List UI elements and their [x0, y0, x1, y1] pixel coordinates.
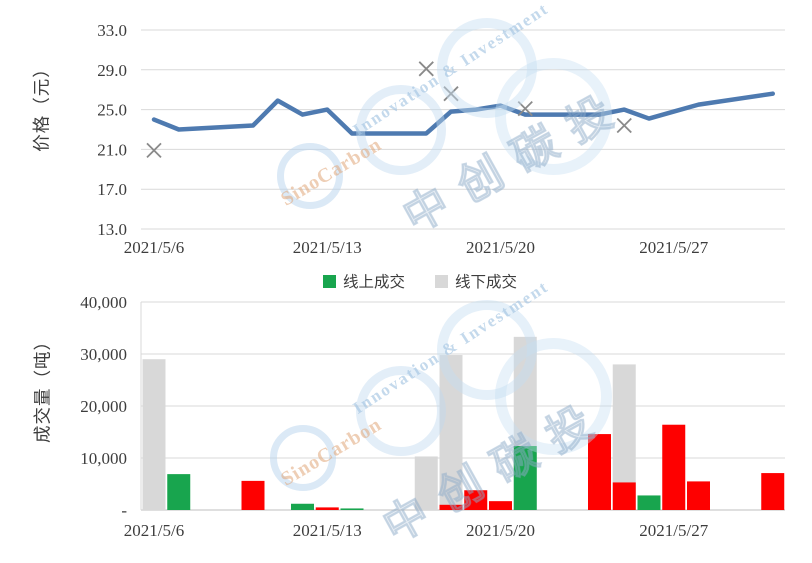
volume-bar — [761, 473, 785, 510]
price-axis-title: 价格（元） — [31, 59, 52, 152]
x-tick-label: 2021/5/13 — [293, 521, 362, 540]
legend-item-online: 线上成交 — [322, 270, 405, 292]
y-tick-label: 21.0 — [97, 140, 127, 159]
x-tick-label: 2021/5/20 — [466, 521, 535, 540]
y-tick-label: 17.0 — [97, 180, 127, 199]
price-x-marker — [418, 61, 434, 77]
volume-bar — [687, 481, 710, 510]
volume-bar — [513, 446, 537, 510]
x-tick-label: 2021/5/13 — [293, 238, 362, 257]
y-tick-label: 20,000 — [80, 397, 127, 416]
volume-bar — [291, 503, 314, 510]
volume-bar — [142, 359, 166, 510]
y-tick-label: 13.0 — [97, 220, 127, 239]
volume-bar — [588, 434, 611, 510]
y-tick-label: 25.0 — [97, 101, 127, 120]
volume-bar — [612, 364, 636, 510]
volume-bar — [315, 507, 339, 510]
legend-label-online: 线上成交 — [342, 274, 405, 291]
volume-bar — [612, 482, 636, 510]
y-tick-label: 33.0 — [97, 21, 127, 40]
x-tick-label: 2021/5/27 — [639, 521, 708, 540]
price-line — [151, 91, 775, 136]
volume-bar — [241, 480, 265, 510]
price-x-marker — [616, 117, 632, 134]
y-tick-label: 40,000 — [80, 293, 127, 312]
volume-bar — [489, 501, 512, 510]
y-tick-label: 29.0 — [97, 61, 127, 80]
y-tick-label: - — [121, 501, 127, 520]
x-tick-label: 2021/5/6 — [124, 521, 184, 540]
legend-swatch-offline — [435, 274, 448, 288]
legend-swatch-online — [322, 274, 336, 288]
price-x-marker — [517, 100, 533, 117]
y-tick-label: 10,000 — [80, 449, 127, 468]
x-tick-label: 2021/5/6 — [124, 238, 184, 257]
legend-label-offline: 线下成交 — [455, 274, 518, 291]
volume-bar — [414, 456, 438, 510]
volume-bar — [662, 424, 686, 510]
volume-bar — [439, 504, 463, 510]
volume-bar — [464, 490, 488, 510]
volume-axis-title: 成交量（吨） — [32, 332, 53, 443]
volume-bar — [637, 495, 661, 510]
price-x-marker — [146, 142, 162, 159]
x-tick-label: 2021/5/27 — [639, 238, 708, 257]
legend-item-offline: 线下成交 — [435, 270, 517, 292]
volume-bar — [439, 355, 463, 510]
volume-bar — [167, 474, 191, 510]
y-tick-label: 30,000 — [80, 345, 127, 364]
price-x-marker — [443, 86, 459, 102]
volume-legend: 线上成交 线下成交 — [140, 270, 700, 292]
x-tick-label: 2021/5/20 — [466, 238, 535, 257]
volume-bar — [340, 508, 364, 510]
